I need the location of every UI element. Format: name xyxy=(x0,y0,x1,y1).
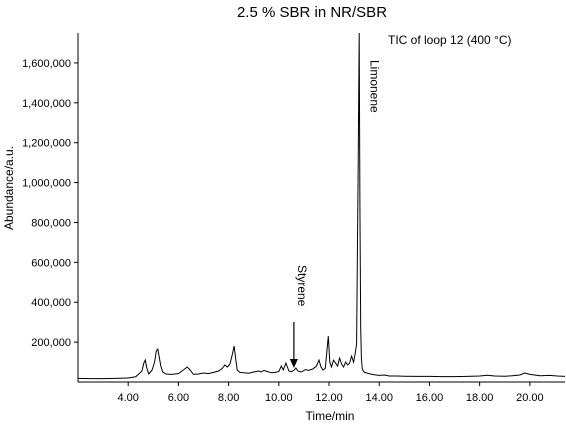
styrene-annotation: Styrene xyxy=(295,265,309,307)
x-tick-label: 4.00 xyxy=(117,392,138,404)
styrene-arrow-head xyxy=(289,359,298,369)
y-tick-label: 800,000 xyxy=(31,217,71,229)
x-tick-label: 14.00 xyxy=(365,392,393,404)
y-tick-label: 200,000 xyxy=(31,337,71,349)
x-tick-label: 6.00 xyxy=(168,392,189,404)
tic-series-line xyxy=(77,32,566,380)
y-tick-label: 400,000 xyxy=(31,297,71,309)
y-tick-label: 600,000 xyxy=(31,257,71,269)
limonene-annotation: Limonene xyxy=(367,60,381,113)
x-tick-label: 12.00 xyxy=(315,392,343,404)
x-tick-label: 10.00 xyxy=(265,392,293,404)
x-tick-label: 8.00 xyxy=(218,392,239,404)
y-tick-label: 1,200,000 xyxy=(22,138,71,150)
x-axis-ticks: 4.00 6.00 8.00 10.00 12.00 14.00 16.00 18.00 20.… xyxy=(117,382,544,404)
y-tick-label: 1,600,000 xyxy=(22,58,71,70)
y-axis-ticks: 200,000 400,000 600,000 800,000 1,000,000 1,2… xyxy=(22,58,78,349)
x-axis-label: Time/min xyxy=(306,409,355,423)
chart-title: 2.5 % SBR in NR/SBR xyxy=(237,4,387,21)
x-tick-label: 16.00 xyxy=(416,392,444,404)
y-axis-label: Abundance/a.u. xyxy=(2,146,16,230)
y-tick-label: 1,400,000 xyxy=(22,98,71,110)
x-tick-label: 20.00 xyxy=(516,392,544,404)
legend-label-tic: TIC of loop 12 (400 °C) xyxy=(388,33,512,47)
x-tick-label: 18.00 xyxy=(466,392,494,404)
y-tick-label: 1,000,000 xyxy=(22,178,71,190)
